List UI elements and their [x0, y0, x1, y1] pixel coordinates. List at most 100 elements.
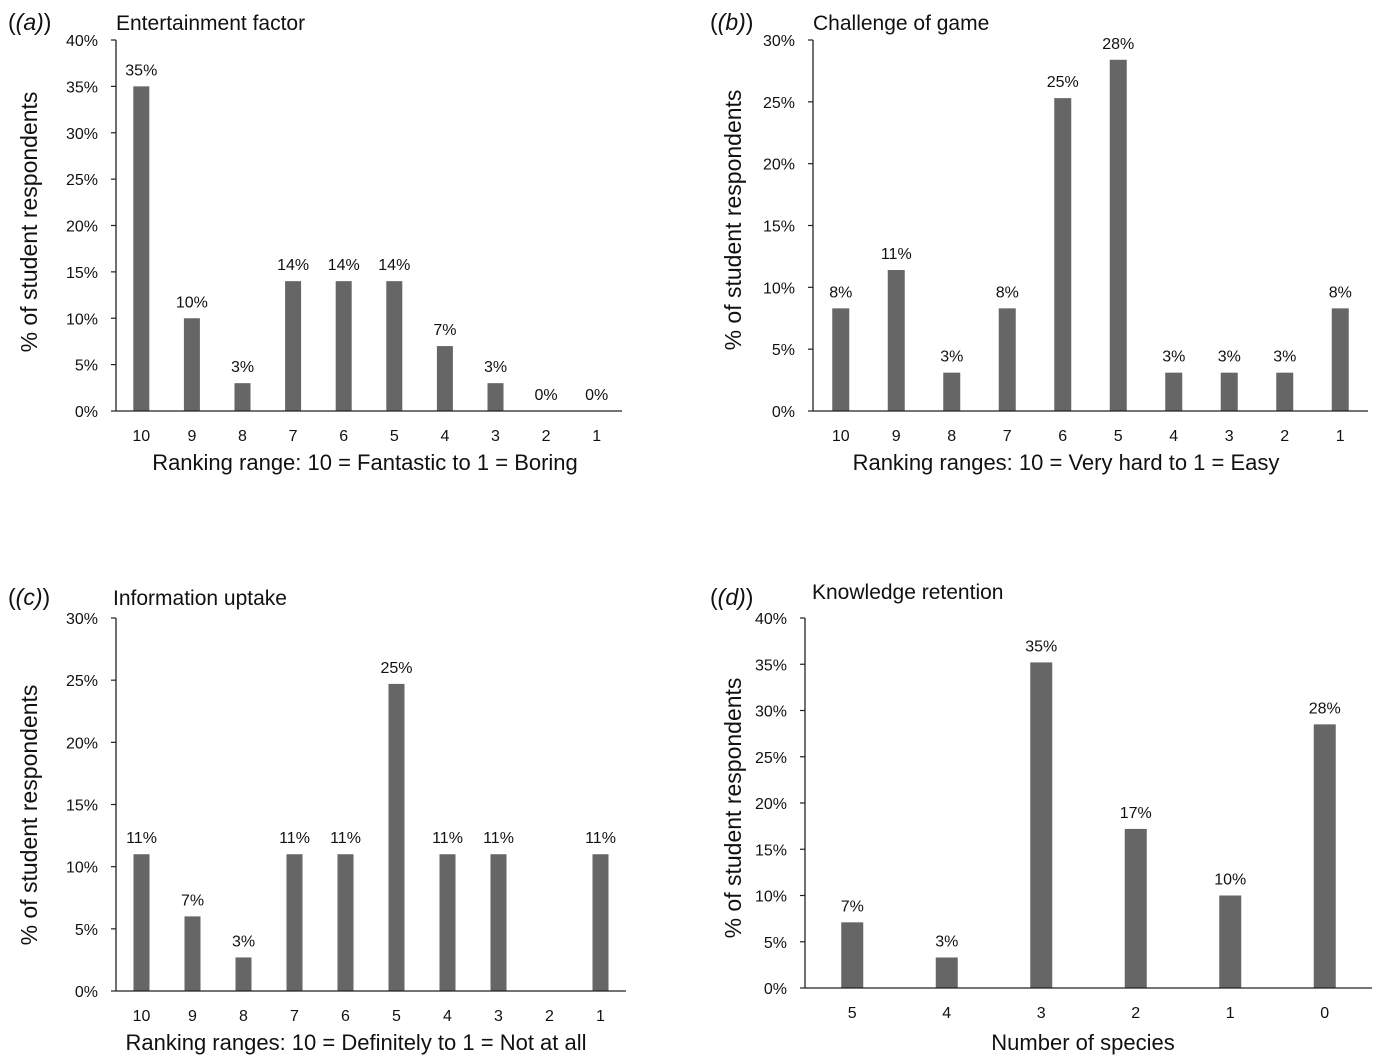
data-label: 3% [484, 359, 507, 376]
y-tick-label: 15% [763, 219, 795, 236]
x-tick-label: 2 [542, 428, 551, 445]
x-tick-label: 6 [341, 1008, 350, 1025]
y-axis-label: % of student respondents [720, 678, 746, 939]
y-tick-label: 25% [66, 172, 98, 189]
y-tick-label: 5% [75, 358, 98, 375]
data-label: 14% [277, 257, 309, 274]
y-tick-label: 25% [755, 750, 787, 767]
data-label: 3% [231, 359, 254, 376]
data-label: 35% [1025, 638, 1057, 655]
chart-title: Challenge of game [813, 12, 989, 35]
y-tick-label: 20% [763, 157, 795, 174]
bar [998, 308, 1016, 411]
data-labels: 7% 3% 35% 17% 10% 28% [841, 638, 1341, 950]
x-tick-label: 8 [238, 428, 247, 445]
data-label: 3% [232, 933, 255, 950]
bar [1220, 372, 1238, 411]
bar [183, 318, 200, 411]
y-tick-label: 30% [66, 611, 98, 628]
data-label: 7% [181, 892, 204, 909]
bar [285, 281, 302, 411]
x-tick-label: 8 [239, 1008, 248, 1025]
y-ticks: 0% 5% 10% 15% 20% 25% 30% [763, 33, 813, 421]
bars [133, 86, 504, 411]
data-label: 11% [432, 830, 463, 847]
bar [386, 281, 403, 411]
data-label: 11% [279, 830, 310, 847]
chart-panel-a: ((a)) Entertainment factor % of student … [8, 9, 622, 475]
bar [1124, 828, 1147, 988]
bar [1313, 724, 1336, 988]
x-tick-label: 7 [289, 428, 298, 445]
x-tick-label: 3 [494, 1008, 503, 1025]
x-ticks: 5 4 3 2 1 0 [848, 1005, 1330, 1022]
bar [133, 854, 150, 991]
x-axis-label: Ranking range: 10 = Fantastic to 1 = Bor… [152, 450, 578, 475]
x-tick-label: 7 [290, 1008, 299, 1025]
y-tick-label: 0% [764, 981, 787, 998]
bar [1165, 372, 1183, 411]
y-tick-label: 5% [764, 935, 787, 952]
x-tick-label: 7 [1003, 428, 1012, 445]
bar [436, 346, 453, 411]
x-tick-label: 10 [832, 428, 850, 445]
y-ticks: 0% 5% 10% 15% 20% 25% 30% 35% 40% [755, 611, 805, 998]
x-tick-label: 3 [1037, 1005, 1046, 1022]
bar [935, 957, 958, 988]
data-labels: 35% 10% 3% 14% 14% 14% 7% 3% 0% 0% [125, 62, 608, 404]
x-tick-label: 10 [132, 428, 150, 445]
data-label: 7% [433, 322, 456, 339]
bar [1331, 308, 1349, 411]
y-tick-label: 15% [755, 842, 787, 859]
data-label: 11% [126, 830, 157, 847]
y-tick-label: 40% [755, 611, 787, 628]
panel-label: ((d)) [710, 584, 753, 610]
x-tick-label: 9 [188, 1008, 197, 1025]
bar [439, 854, 456, 991]
data-label: 8% [829, 284, 852, 301]
y-tick-label: 10% [763, 280, 795, 297]
bar [235, 957, 252, 991]
x-tick-label: 9 [187, 428, 196, 445]
bars [832, 59, 1349, 411]
x-ticks: 10 9 8 7 6 5 4 3 2 1 [132, 428, 601, 445]
data-label: 28% [1309, 700, 1341, 717]
x-tick-label: 6 [339, 428, 348, 445]
y-tick-label: 30% [763, 33, 795, 50]
data-label: 3% [1273, 349, 1296, 366]
x-tick-label: 2 [545, 1008, 554, 1025]
x-tick-label: 5 [392, 1008, 401, 1025]
bar [490, 854, 507, 991]
data-label: 8% [996, 284, 1019, 301]
y-tick-label: 0% [772, 404, 795, 421]
y-ticks: 0% 5% 10% 15% 20% 25% 30% 35% 40% [66, 33, 116, 421]
y-tick-label: 20% [66, 219, 98, 236]
data-label: 11% [483, 830, 514, 847]
y-tick-label: 15% [66, 798, 98, 815]
x-axis-label: Ranking ranges: 10 = Very hard to 1 = Ea… [853, 450, 1280, 475]
data-label: 10% [176, 294, 208, 311]
x-ticks: 10 9 8 7 6 5 4 3 2 1 [832, 428, 1345, 445]
bar [832, 308, 850, 411]
data-label: 14% [328, 257, 360, 274]
x-tick-label: 3 [491, 428, 500, 445]
y-tick-label: 35% [755, 657, 787, 674]
bar [1109, 59, 1127, 411]
bar [133, 86, 150, 411]
bar [487, 383, 504, 411]
data-labels: 11% 7% 3% 11% 11% 25% 11% 11% 11% [126, 660, 616, 951]
data-label: 11% [585, 830, 616, 847]
bar [592, 854, 609, 991]
data-labels: 8% 11% 3% 8% 25% 28% 3% 3% 3% 8% [829, 36, 1352, 366]
data-label: 14% [378, 257, 410, 274]
data-label: 3% [935, 933, 958, 950]
y-tick-label: 30% [66, 126, 98, 143]
data-label: 7% [841, 898, 864, 915]
x-tick-label: 3 [1225, 428, 1234, 445]
data-label: 3% [940, 349, 963, 366]
y-tick-label: 25% [763, 95, 795, 112]
x-tick-label: 1 [592, 428, 601, 445]
y-tick-label: 20% [755, 796, 787, 813]
data-label: 11% [881, 246, 912, 263]
